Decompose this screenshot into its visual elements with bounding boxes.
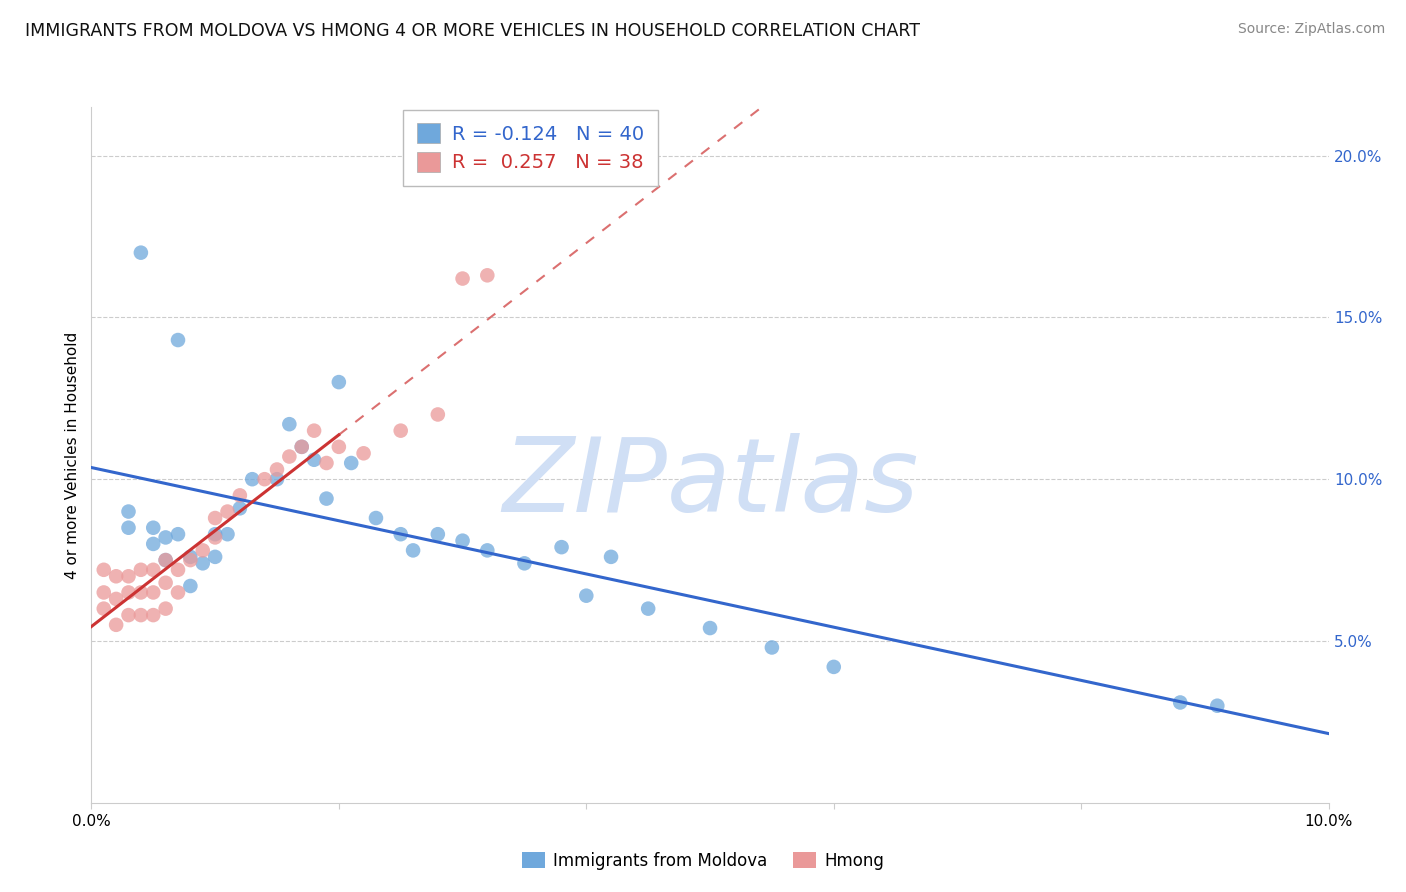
Point (550, 540, 572, 554)
Point (217, 504, 239, 518)
Point (1206, 698, 1229, 713)
Text: Source: ZipAtlas.com: Source: ZipAtlas.com (1237, 22, 1385, 37)
Point (105, 617, 128, 632)
Point (600, 549, 623, 564)
Point (389, 527, 412, 541)
Point (155, 553, 177, 567)
Point (105, 569, 128, 583)
Point (328, 375, 350, 389)
Point (204, 511, 226, 525)
Point (426, 408, 449, 422)
Point (179, 553, 201, 567)
Point (240, 472, 263, 486)
Point (117, 608, 139, 623)
Point (402, 543, 425, 558)
Point (699, 621, 721, 635)
Point (278, 417, 301, 432)
Point (155, 531, 177, 545)
Y-axis label: 4 or more Vehicles in Household: 4 or more Vehicles in Household (65, 331, 80, 579)
Point (575, 589, 598, 603)
Point (426, 527, 449, 541)
Point (513, 557, 536, 571)
Point (191, 557, 214, 571)
Point (167, 333, 190, 347)
Point (340, 456, 363, 470)
Point (266, 472, 288, 486)
Point (266, 462, 288, 476)
Legend: Immigrants from Moldova, Hmong: Immigrants from Moldova, Hmong (515, 846, 891, 877)
Point (229, 488, 252, 502)
Point (117, 504, 139, 518)
Legend: R = -0.124   N = 40, R =  0.257   N = 38: R = -0.124 N = 40, R = 0.257 N = 38 (404, 110, 658, 186)
Point (105, 591, 128, 606)
Point (129, 585, 152, 599)
Point (204, 549, 226, 564)
Point (364, 511, 387, 525)
Point (278, 450, 301, 464)
Point (117, 585, 139, 599)
Point (477, 268, 499, 283)
Point (142, 537, 165, 551)
Point (451, 271, 474, 285)
Point (353, 446, 375, 460)
Point (167, 563, 190, 577)
Point (129, 245, 152, 260)
Point (117, 521, 139, 535)
Point (117, 569, 139, 583)
Point (204, 531, 226, 545)
Point (142, 563, 165, 577)
Point (142, 608, 165, 623)
Point (315, 491, 337, 506)
Point (179, 549, 201, 564)
Point (477, 543, 499, 558)
Point (167, 585, 190, 599)
Point (761, 640, 783, 655)
Point (155, 553, 177, 567)
Point (93, 563, 115, 577)
Point (229, 501, 252, 516)
Point (1168, 696, 1191, 710)
Point (142, 585, 165, 599)
Text: IMMIGRANTS FROM MOLDOVA VS HMONG 4 OR MORE VEHICLES IN HOUSEHOLD CORRELATION CHA: IMMIGRANTS FROM MOLDOVA VS HMONG 4 OR MO… (25, 22, 921, 40)
Point (155, 575, 177, 590)
Point (167, 527, 190, 541)
Point (302, 424, 325, 438)
Point (93, 601, 115, 615)
Point (155, 601, 177, 615)
Point (253, 472, 276, 486)
Point (93, 585, 115, 599)
Point (129, 608, 152, 623)
Point (179, 579, 201, 593)
Point (129, 563, 152, 577)
Point (451, 533, 474, 548)
Point (637, 601, 659, 615)
Point (142, 521, 165, 535)
Point (302, 452, 325, 467)
Point (389, 424, 412, 438)
Point (204, 527, 226, 541)
Point (328, 440, 350, 454)
Point (315, 456, 337, 470)
Point (823, 660, 845, 674)
Point (217, 527, 239, 541)
Point (291, 440, 314, 454)
Point (291, 440, 314, 454)
Text: ZIPatlas: ZIPatlas (502, 433, 918, 533)
Point (191, 543, 214, 558)
